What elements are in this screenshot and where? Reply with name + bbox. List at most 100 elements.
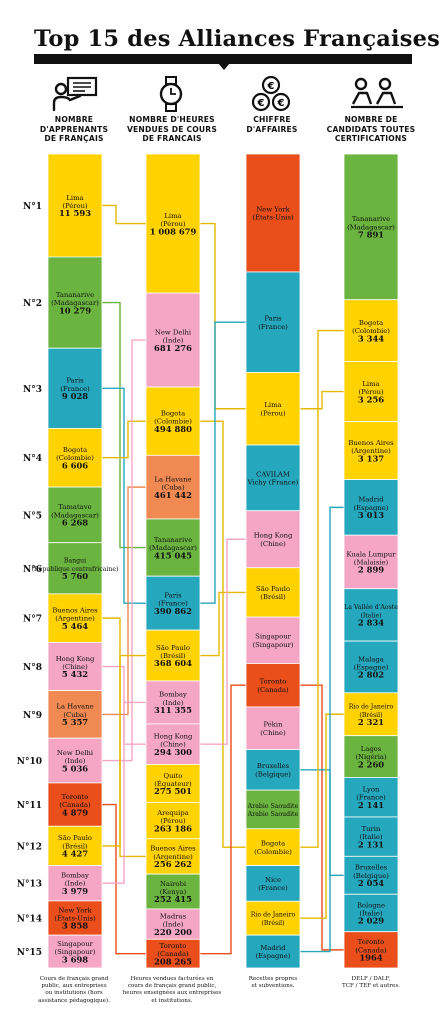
bar-block [343,692,399,737]
data-label-country: (Canada) [257,686,289,694]
rank-label: N°15 [17,948,42,958]
data-label-city: Quito [164,772,183,780]
data-label-country: (Espagne) [354,663,389,671]
bar-block [245,706,301,750]
data-label-value: 2 899 [358,565,384,575]
data-label-city: Bruxelles [257,762,290,770]
data-label-country: (Madagascar) [51,511,99,519]
data-label-city: Lagos [361,745,382,753]
connector-line [102,420,146,459]
data-label-value: 2 321 [358,717,384,727]
rank-label: N°5 [23,511,42,521]
column-header-line: NOMBRE DE [344,115,398,124]
bar-block [47,347,103,429]
data-label-country: Vichy (France) [247,478,299,486]
footnote-line: Cours de français grand [39,976,109,982]
bar-block [145,723,201,765]
data-label-country: (Madagascar) [149,544,197,552]
data-label-value: 11 593 [59,208,91,218]
bar-block [47,542,103,595]
data-label-value: 2 260 [358,759,384,769]
column-header-candidats: NOMBRE DE CANDIDATS TOUTES CERTIFICATION… [321,115,421,144]
data-label-city: Madras [160,912,187,920]
bar-block [145,292,201,388]
data-label-city: New Delhi [57,749,94,757]
data-label-city: Toronto [62,793,89,801]
data-label-country: (Italie) [359,833,382,841]
column-header-line: DE FRANÇAIS [44,134,104,143]
data-label-city: Singapour [255,633,291,641]
column-header-line: D'AFFAIRES [246,124,298,134]
bar-block [145,908,201,940]
data-label-country: (Espagne) [354,504,389,512]
data-label-city: Paris [66,377,84,385]
data-label-value: 494 880 [154,424,192,434]
data-label-country: (Brésil) [260,593,286,601]
footnote-line: ou institutions (hors [45,990,103,997]
data-label-city: Bombay [159,691,187,699]
data-label-city: Toronto [160,942,187,950]
connector-line [300,713,344,919]
footnote-line: Recettes propres [248,976,298,982]
data-label-city: Bangui [64,558,86,565]
column-header-line: VENDUES DE COURS [126,124,218,134]
data-label-city: Madrid [260,944,286,952]
data-label-city: Tananarive [56,291,94,299]
column-header-line: CERTIFICATIONS [334,134,408,143]
rank-label: N°6 [23,565,42,575]
bar-block [245,153,301,273]
bar-block [47,934,103,969]
data-label-country: Arabie Saoudite [247,811,299,818]
data-label-country: (Belgique) [353,872,389,880]
column-footnote-ca: Recettes propres et subventions. [218,976,328,990]
column-header-line: CHIFFRE [253,115,291,124]
bar-block [245,900,301,936]
data-label-country: (Pérou) [160,220,186,228]
bar-block [245,749,301,791]
data-label-country: (Italie) [359,909,382,917]
data-label-country: (Brésil) [160,652,186,660]
data-label-country: (République centrafricaine) [32,566,119,573]
bar-block [47,593,103,643]
data-label-city: Hong Kong [56,655,95,663]
connector-line [102,803,146,955]
data-label-country: (Argentine) [153,853,193,861]
column-footnote-candidats: DELF / DALF, TCF / TEF et autres. [316,976,426,990]
data-label-value: 368 604 [154,658,192,668]
column-ca: New York(États-Unis)Paris(France)Lima(Pé… [245,153,301,969]
data-label-value: 1964 [359,953,382,963]
data-label-country: (États-Unis) [54,914,96,923]
data-label-value: 415 045 [154,550,192,560]
rank-label: N°14 [17,915,42,925]
data-label-city: Rio de Janeiro [251,912,296,919]
connector-line [200,420,246,848]
data-label-value: 7 891 [358,230,384,240]
bar-block [343,588,399,642]
data-label-city: La Vallée d'Aoste [344,604,398,611]
data-label-country: (Madagascar) [347,223,395,231]
rank-label: N°1 [23,202,42,212]
connector-line [200,222,246,410]
data-label-city: Toronto [358,938,385,946]
data-label-value: 4 879 [62,807,88,817]
svg-text:€: € [267,81,275,92]
title-underline-bar [34,54,412,64]
bar-block [245,934,301,969]
data-label-country: (Colombie) [254,848,292,856]
data-label-value: 311 355 [154,705,192,715]
rank-label: N°13 [17,880,42,890]
data-label-city: Kuala Lumpur [346,550,396,558]
connector-line [102,339,146,762]
data-label-country: (Inde) [163,337,184,345]
data-label-value: 9 028 [62,391,88,401]
bar-block [145,454,201,520]
data-label-country: (Canada) [157,950,189,958]
data-label-value: 275 501 [154,786,192,796]
teacher-icon [52,76,98,112]
bar-block [47,690,103,739]
rank-labels: N°1 N°2 N°3 N°4 N°5 N°6 N°7 N°8 N°9 N°10 N°11 N°12 N… [17,202,42,958]
data-label-country: (France) [158,600,188,608]
data-label-city: Paris [164,591,182,599]
data-label-city: New York [256,205,290,213]
